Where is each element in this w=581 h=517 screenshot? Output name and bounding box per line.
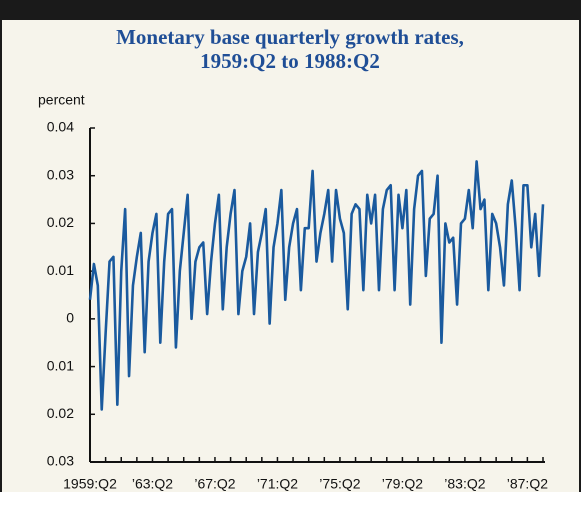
x-tick-label: ’67:Q2 (194, 476, 235, 492)
frame-left (0, 0, 2, 492)
y-tick-label: 0 (66, 310, 74, 326)
y-tick-label: 0.01 (47, 357, 74, 373)
x-tick-label: 1959:Q2 (63, 476, 117, 492)
y-tick-label: 0.02 (47, 405, 74, 421)
x-tick-label: ’83:Q2 (444, 476, 485, 492)
y-tick-label: 0.03 (47, 453, 74, 469)
chart-title: 1959:Q2 to 1988:Q2 (200, 49, 380, 73)
top-band (0, 0, 581, 20)
y-tick-label: 0.03 (47, 166, 74, 182)
y-tick-label: 0.04 (47, 119, 74, 135)
y-tick-label: 0.01 (47, 262, 74, 278)
x-tick-label: ’75:Q2 (319, 476, 360, 492)
y-axis-label: percent (38, 92, 85, 108)
data-line (88, 160, 545, 411)
x-tick-label: ’63:Q2 (132, 476, 173, 492)
frame-right (579, 0, 581, 492)
x-tick-label: ’71:Q2 (257, 476, 298, 492)
x-tick-label: ’79:Q2 (382, 476, 423, 492)
chart-title: Monetary base quarterly growth rates, (116, 25, 464, 49)
y-tick-label: 0.02 (47, 214, 74, 230)
x-tick-label: ’87:Q2 (507, 476, 548, 492)
